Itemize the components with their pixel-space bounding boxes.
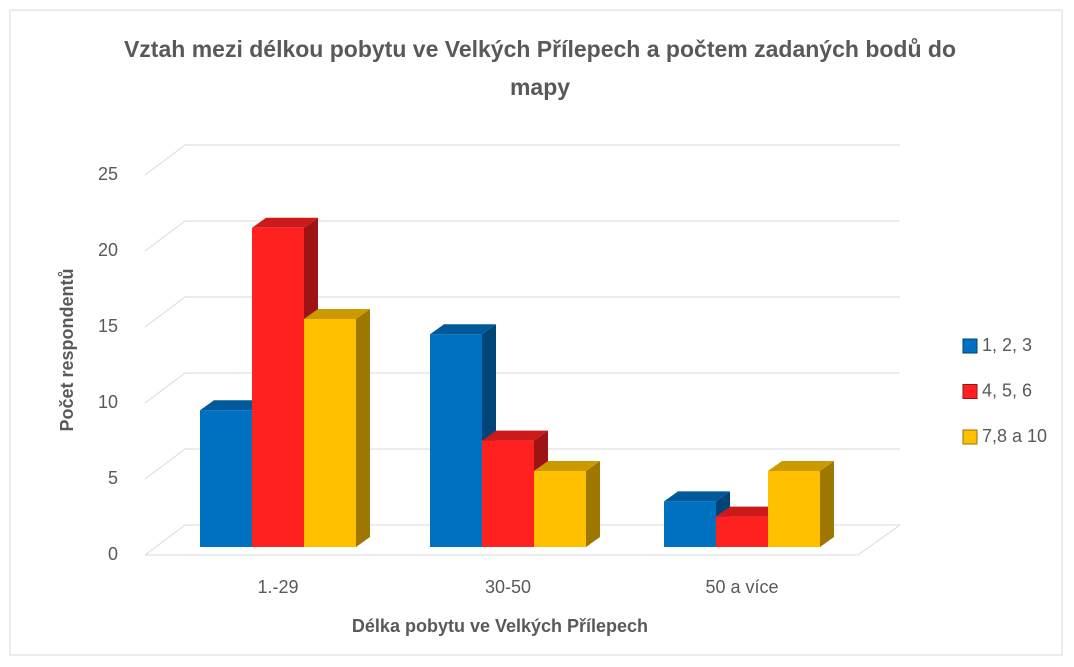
y-tick-label: 25 bbox=[98, 164, 118, 184]
grid-line-side bbox=[144, 144, 186, 176]
bar-top bbox=[430, 324, 496, 335]
bar-top bbox=[304, 309, 370, 319]
bar bbox=[200, 410, 252, 547]
y-tick-label: 15 bbox=[98, 316, 118, 336]
bar-side bbox=[820, 461, 834, 547]
bar-top bbox=[716, 506, 782, 517]
floor-side bbox=[857, 524, 901, 556]
x-axis-label: Délka pobytu ve Velkých Přílepech bbox=[352, 616, 648, 636]
legend-label: 7,8 a 10 bbox=[982, 426, 1047, 446]
y-axis-label: Počet respondentů bbox=[57, 268, 77, 431]
bar bbox=[430, 334, 482, 547]
bar-top bbox=[664, 491, 730, 502]
legend-swatch bbox=[962, 338, 978, 354]
grid-line-side bbox=[144, 372, 186, 404]
bar bbox=[304, 319, 356, 547]
bar-top bbox=[534, 461, 600, 471]
bar-side bbox=[356, 309, 370, 547]
grid-line-side bbox=[144, 524, 186, 556]
bar bbox=[768, 471, 820, 547]
bar bbox=[664, 501, 716, 547]
bar-side bbox=[586, 461, 600, 547]
bar bbox=[482, 440, 534, 547]
y-tick-label: 20 bbox=[98, 240, 118, 260]
bar-top bbox=[768, 461, 834, 471]
legend-label: 4, 5, 6 bbox=[982, 380, 1032, 400]
bar-top bbox=[200, 400, 266, 411]
legend-label: 1, 2, 3 bbox=[982, 335, 1032, 355]
x-tick-label: 30-50 bbox=[485, 577, 531, 597]
grid-line-side bbox=[144, 220, 186, 252]
bar bbox=[716, 516, 768, 547]
legend-swatch bbox=[962, 384, 978, 399]
grid-line-side bbox=[144, 296, 186, 328]
y-tick-label: 0 bbox=[108, 544, 118, 564]
bar bbox=[252, 227, 304, 548]
bar-top bbox=[252, 217, 318, 228]
x-tick-label: 50 a více bbox=[705, 577, 778, 597]
bar bbox=[534, 471, 586, 547]
chart-border bbox=[9, 9, 1063, 656]
x-tick-label: 1.-29 bbox=[257, 577, 298, 597]
bar-top bbox=[482, 430, 548, 441]
y-tick-label: 10 bbox=[98, 392, 118, 412]
chart-title: Vztah mezi délkou pobytu ve Velkých Příl… bbox=[123, 36, 957, 100]
y-tick-label: 5 bbox=[108, 468, 118, 488]
legend-swatch bbox=[962, 429, 978, 445]
grid-line-side bbox=[144, 448, 186, 480]
